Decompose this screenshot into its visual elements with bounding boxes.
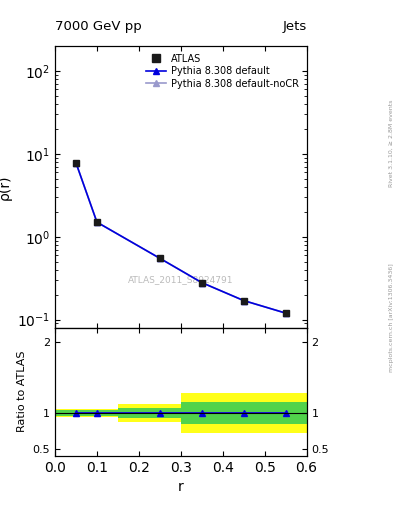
Y-axis label: Ratio to ATLAS: Ratio to ATLAS [17,351,27,433]
Text: Jets: Jets [282,20,307,33]
Y-axis label: ρ(r): ρ(r) [0,174,11,200]
Legend: ATLAS, Pythia 8.308 default, Pythia 8.308 default-noCR: ATLAS, Pythia 8.308 default, Pythia 8.30… [143,51,302,92]
Text: ATLAS_2011_S8924791: ATLAS_2011_S8924791 [128,275,233,284]
Text: Rivet 3.1.10, ≥ 2.8M events: Rivet 3.1.10, ≥ 2.8M events [389,100,393,187]
X-axis label: r: r [178,480,184,494]
Text: 7000 GeV pp: 7000 GeV pp [55,20,142,33]
Text: mcplots.cern.ch [arXiv:1306.3436]: mcplots.cern.ch [arXiv:1306.3436] [389,263,393,372]
